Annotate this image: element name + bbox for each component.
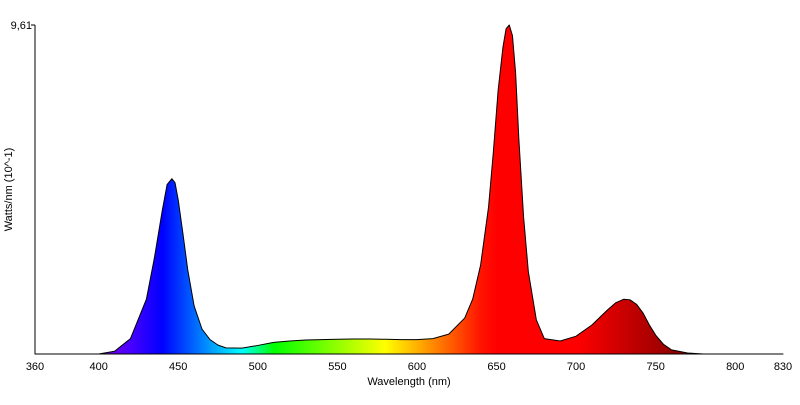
x-tick-label: 750 xyxy=(647,361,665,373)
x-tick-label: 500 xyxy=(249,361,267,373)
x-tick-label: 360 xyxy=(26,361,44,373)
y-max-tick-label: 9,61 xyxy=(11,20,32,32)
spectrum-area xyxy=(34,24,784,355)
x-tick-label: 550 xyxy=(328,361,346,373)
x-tick-labels: 360 400 450 500 550 600 650 700 750 800 830 xyxy=(26,361,792,373)
x-tick-label: 700 xyxy=(567,361,585,373)
x-tick-label: 830 xyxy=(774,361,792,373)
x-tick-label: 600 xyxy=(408,361,426,373)
x-axis-title: Wavelength (nm) xyxy=(367,376,450,388)
spectrum-area-layer xyxy=(34,24,784,355)
x-tick-label: 650 xyxy=(487,361,505,373)
axis-layer: 9,61 Watts/nm (10^-1) Wavelength (nm) 36… xyxy=(3,20,792,388)
x-tick-label: 450 xyxy=(169,361,187,373)
y-axis-title: Watts/nm (10^-1) xyxy=(3,148,15,232)
x-tick-label: 800 xyxy=(726,361,744,373)
x-tick-label: 400 xyxy=(89,361,107,373)
